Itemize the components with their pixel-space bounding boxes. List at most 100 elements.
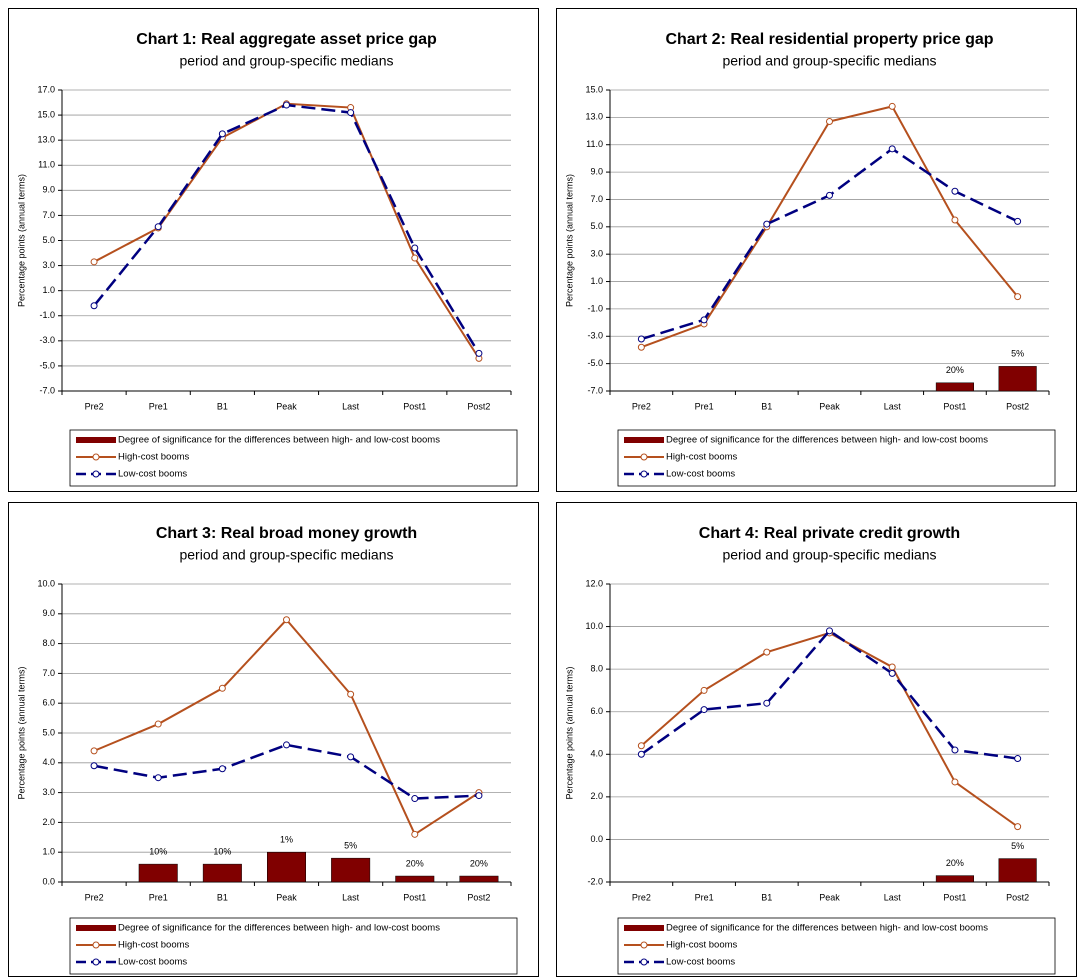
chart-panel: Chart 4: Real private credit growth perio… [556, 502, 1077, 977]
y-tick-label: 9.0 [42, 608, 55, 618]
x-tick-label: Post1 [943, 892, 966, 902]
x-tick-label: B1 [761, 401, 772, 411]
y-tick-label: 8.0 [590, 664, 603, 674]
x-tick-label: Pre2 [632, 401, 651, 411]
legend-swatch [76, 437, 116, 443]
x-tick-label: B1 [217, 892, 228, 902]
x-tick-label: Peak [276, 401, 297, 411]
y-tick-label: 7.0 [42, 668, 55, 678]
bar [935, 382, 974, 392]
y-tick-label: -2.0 [587, 876, 603, 886]
y-tick-label: 17.0 [37, 84, 55, 94]
legend-marker [640, 470, 648, 478]
line-point [637, 742, 645, 750]
legend-swatch [624, 437, 664, 443]
legend-marker [92, 941, 100, 949]
chart-panel: Chart 2: Real residential property price… [556, 8, 1077, 492]
y-tick-label: 10.0 [37, 578, 55, 588]
line-point [951, 778, 959, 786]
y-axis-label: Percentage points (annual terms) [564, 174, 574, 307]
x-tick-label: Post2 [467, 892, 490, 902]
line-point [411, 244, 419, 252]
line-point [1014, 823, 1022, 831]
chart-title: Chart 4: Real private credit growth [699, 525, 960, 542]
x-tick-label: Post2 [467, 401, 490, 411]
y-axis-label: Percentage points (annual terms) [16, 666, 26, 799]
legend-box [617, 429, 1056, 487]
bar-value-label: 10% [149, 846, 167, 856]
y-tick-label: 1.0 [42, 285, 55, 295]
legend-swatch [76, 925, 116, 931]
line-point [888, 663, 896, 671]
line-point [826, 627, 833, 635]
legend-label: Degree of significance for the differenc… [118, 435, 440, 446]
y-tick-label: 5.0 [42, 235, 55, 245]
chart-subtitle: period and group-specific medians [722, 53, 936, 69]
legend-label: Degree of significance for the differenc… [666, 923, 988, 934]
x-tick-label: Peak [819, 401, 840, 411]
y-tick-label: 3.0 [42, 787, 55, 797]
line-point [951, 216, 959, 224]
legend-marker [92, 958, 100, 966]
x-tick-label: Pre2 [85, 401, 104, 411]
x-tick-label: Pre2 [632, 892, 651, 902]
panel-border [8, 502, 539, 977]
bar-value-label: 5% [1011, 841, 1024, 851]
chart-title: Chart 3: Real broad money growth [156, 525, 417, 542]
y-tick-label: 0.0 [42, 876, 55, 886]
legend-label: Degree of significance for the differenc… [666, 435, 988, 446]
x-tick-label: B1 [761, 892, 772, 902]
x-tick-label: Pre2 [85, 892, 104, 902]
bar [267, 851, 306, 883]
x-tick-label: Post1 [943, 401, 966, 411]
line-point [1014, 293, 1022, 301]
line-point [347, 753, 355, 761]
legend-marker [640, 958, 648, 966]
panel-border [8, 8, 539, 492]
line-point [218, 130, 226, 138]
legend-label: Low-cost booms [666, 957, 735, 968]
y-tick-label: 1.0 [590, 276, 603, 286]
y-tick-label: 9.0 [590, 166, 603, 176]
bar-value-label: 20% [946, 858, 964, 868]
y-tick-label: 3.0 [590, 249, 603, 259]
bar [331, 857, 371, 883]
y-tick-label: 2.0 [590, 791, 603, 801]
y-axis-label: Percentage points (annual terms) [564, 666, 574, 799]
bar [998, 858, 1037, 883]
bar [202, 863, 242, 883]
chart-panel: Chart 1: Real aggregate asset price gap p… [8, 8, 539, 492]
y-tick-label: 1.0 [42, 847, 55, 857]
chart-subtitle: period and group-specific medians [722, 547, 936, 563]
line-point [283, 616, 290, 624]
bar-value-label: 10% [213, 846, 231, 856]
line-point [637, 750, 645, 758]
bar-value-label: 5% [1011, 349, 1024, 359]
line-point [90, 747, 98, 755]
line-point [475, 349, 483, 357]
y-tick-label: -3.0 [39, 335, 55, 345]
x-tick-label: B1 [217, 401, 228, 411]
y-tick-label: -5.0 [587, 358, 603, 368]
bar-value-label: 20% [470, 858, 488, 868]
x-tick-label: Post1 [403, 892, 426, 902]
x-tick-label: Last [884, 892, 902, 902]
y-tick-label: 0.0 [590, 834, 603, 844]
x-tick-label: Last [342, 892, 360, 902]
y-tick-label: 2.0 [42, 817, 55, 827]
y-tick-label: 3.0 [42, 260, 55, 270]
y-tick-label: 4.0 [590, 749, 603, 759]
y-tick-label: 15.0 [37, 109, 55, 119]
y-tick-label: 15.0 [585, 84, 603, 94]
line-point [951, 746, 959, 754]
y-tick-label: 7.0 [590, 194, 603, 204]
line-point [888, 145, 896, 153]
legend-label: Low-cost booms [666, 469, 735, 480]
y-tick-label: 7.0 [42, 210, 55, 220]
chart-panel: Chart 3: Real broad money growth period a… [8, 502, 539, 977]
line-point [1014, 755, 1022, 763]
line-point [347, 690, 355, 698]
y-tick-label: 6.0 [42, 698, 55, 708]
panel-border [556, 8, 1077, 492]
y-tick-label: -7.0 [39, 385, 55, 395]
